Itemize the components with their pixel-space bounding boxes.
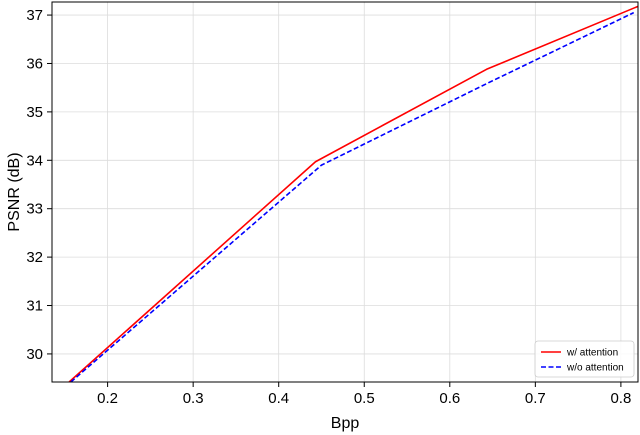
x-tick-label: 0.6	[439, 390, 460, 407]
y-tick-label: 31	[26, 298, 43, 315]
x-tick-label: 0.5	[354, 390, 375, 407]
x-tick-label: 0.4	[268, 390, 289, 407]
legend: w/ attention w/o attention	[534, 340, 635, 378]
plot-frame	[51, 1, 639, 383]
x-axis-label: Bpp	[331, 415, 360, 432]
y-tick-label: 34	[26, 152, 43, 169]
x-tick-label: 0.7	[525, 390, 546, 407]
series-group	[68, 5, 638, 382]
y-axis: 30 31 32 33 34 35 36 37	[26, 7, 52, 363]
y-axis-label: PSNR (dB)	[6, 152, 23, 231]
x-tick-label: 0.3	[183, 390, 204, 407]
series-line-2	[70, 11, 635, 382]
y-tick-label: 36	[26, 55, 43, 72]
y-tick-label: 33	[26, 201, 43, 218]
y-tick-label: 37	[26, 7, 43, 24]
legend-box	[534, 340, 635, 378]
x-axis: 0.2 0.3 0.4 0.5 0.6 0.7 0.8	[97, 382, 631, 407]
y-tick-label: 32	[26, 249, 43, 266]
legend-label: w/ attention	[566, 348, 618, 359]
x-tick-label: 0.8	[610, 390, 631, 407]
x-tick-label: 0.2	[97, 390, 118, 407]
grid	[52, 2, 638, 382]
y-tick-label: 30	[26, 346, 43, 363]
series-line-1	[68, 5, 638, 382]
legend-label: w/o attention	[566, 363, 624, 374]
y-tick-label: 35	[26, 104, 43, 121]
